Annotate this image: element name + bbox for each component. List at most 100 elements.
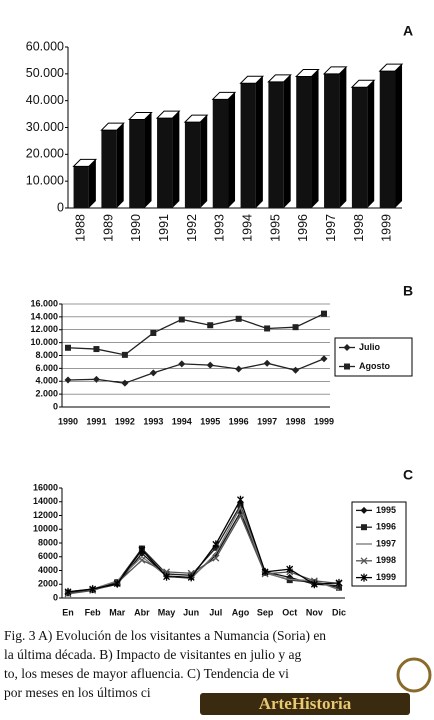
y-tick-label: 14.000 — [30, 311, 58, 321]
chart-title: A — [403, 23, 413, 39]
watermark: ArteHistoria — [259, 694, 352, 713]
marker — [92, 375, 100, 383]
x-tick-label: 1992 — [115, 416, 135, 426]
y-tick-label: 14000 — [33, 496, 58, 506]
bar — [351, 87, 368, 208]
x-tick-label: May — [158, 607, 176, 617]
legend-label: 1997 — [376, 538, 396, 548]
bar-side — [339, 66, 347, 208]
y-tick-label: 16000 — [33, 482, 58, 492]
legend-marker — [343, 344, 351, 351]
marker — [206, 361, 214, 369]
legend-marker — [361, 524, 367, 531]
legend-label: 1998 — [376, 555, 396, 565]
y-tick-label: 10.000 — [26, 173, 64, 187]
x-tick-label: En — [62, 607, 74, 617]
y-tick-label: 8000 — [38, 537, 58, 547]
legend-box — [334, 337, 413, 377]
y-tick-label: 8.000 — [35, 350, 58, 360]
x-tick-label: Mar — [109, 607, 126, 617]
y-tick-label: 4000 — [38, 565, 58, 575]
x-tick-label: 1999 — [314, 416, 334, 426]
marker — [286, 565, 294, 574]
x-tick-label: 1994 — [172, 416, 192, 426]
marker — [207, 322, 214, 329]
marker — [236, 495, 244, 504]
x-tick-label: Ago — [232, 607, 250, 617]
x-tick-label: 1993 — [213, 214, 227, 242]
y-tick-label: 0 — [57, 200, 64, 214]
marker — [212, 540, 220, 549]
legend-marker — [344, 363, 350, 370]
legend-label: Agosto — [359, 361, 390, 371]
marker — [292, 366, 300, 374]
x-tick-label: 1991 — [86, 416, 106, 426]
legend-label: Julio — [359, 342, 381, 352]
x-tick-label: Nov — [306, 607, 323, 617]
caption-line: Fig. 3 A) Evolución de los visitantes a … — [4, 628, 326, 643]
y-tick-label: 20.000 — [26, 147, 64, 161]
bar — [379, 71, 396, 209]
bar-side — [144, 112, 152, 208]
bar-side — [255, 76, 263, 208]
caption-line: por meses en los últimos ci — [4, 685, 151, 700]
x-tick-label: 1992 — [185, 214, 199, 242]
marker — [320, 355, 328, 363]
x-tick-label: 1990 — [129, 214, 143, 242]
marker — [286, 577, 293, 584]
legend-label: 1996 — [376, 522, 396, 532]
marker — [212, 554, 220, 562]
bar — [73, 166, 89, 208]
y-tick-label: 10000 — [33, 524, 58, 534]
marker — [64, 376, 72, 384]
marker — [335, 578, 343, 587]
x-tick-label: 1995 — [268, 214, 282, 242]
x-tick-label: 1993 — [143, 416, 163, 426]
marker — [178, 360, 186, 368]
marker — [235, 365, 243, 373]
bar-side — [200, 115, 208, 208]
marker — [138, 556, 146, 564]
marker — [336, 584, 342, 591]
marker — [236, 512, 244, 519]
legend-marker — [360, 557, 368, 565]
marker — [150, 329, 157, 336]
y-tick-label: 0 — [53, 401, 58, 411]
x-tick-label: 1990 — [58, 416, 78, 426]
bar — [324, 73, 340, 208]
y-tick-label: 16.000 — [30, 298, 58, 308]
bar — [157, 118, 173, 208]
watermark-icon — [396, 657, 432, 693]
y-tick-label: 10.000 — [30, 337, 58, 347]
x-tick-label: 1994 — [241, 214, 255, 242]
marker — [178, 316, 185, 323]
legend-label: 1995 — [376, 505, 396, 515]
y-tick-label: 60.000 — [26, 39, 64, 53]
bar — [212, 99, 229, 208]
y-tick-label: 50.000 — [26, 66, 64, 80]
bar — [268, 81, 284, 208]
x-tick-label: 1996 — [296, 214, 310, 242]
x-tick-label: 1997 — [257, 416, 277, 426]
legend-label: 1999 — [376, 572, 396, 582]
x-tick-label: Jun — [183, 607, 199, 617]
caption-line: la última década. B) Impacto de visitant… — [4, 647, 302, 662]
marker — [321, 310, 327, 317]
y-tick-label: 4.000 — [35, 376, 58, 386]
y-tick-label: 6.000 — [35, 363, 58, 373]
marker — [264, 325, 271, 332]
marker — [237, 502, 244, 509]
marker — [64, 587, 72, 596]
y-tick-label: 6000 — [38, 551, 58, 561]
caption-line: to, los meses de mayor afluencia. C) Ten… — [4, 666, 289, 681]
legend-marker — [360, 506, 368, 514]
bar-side — [311, 69, 319, 209]
bar — [129, 119, 145, 208]
x-tick-label: 1988 — [74, 214, 88, 242]
x-tick-label: Feb — [85, 607, 102, 617]
x-tick-label: 1998 — [352, 214, 366, 242]
bar — [240, 83, 256, 208]
x-tick-label: 1989 — [101, 214, 115, 242]
marker — [187, 573, 195, 582]
